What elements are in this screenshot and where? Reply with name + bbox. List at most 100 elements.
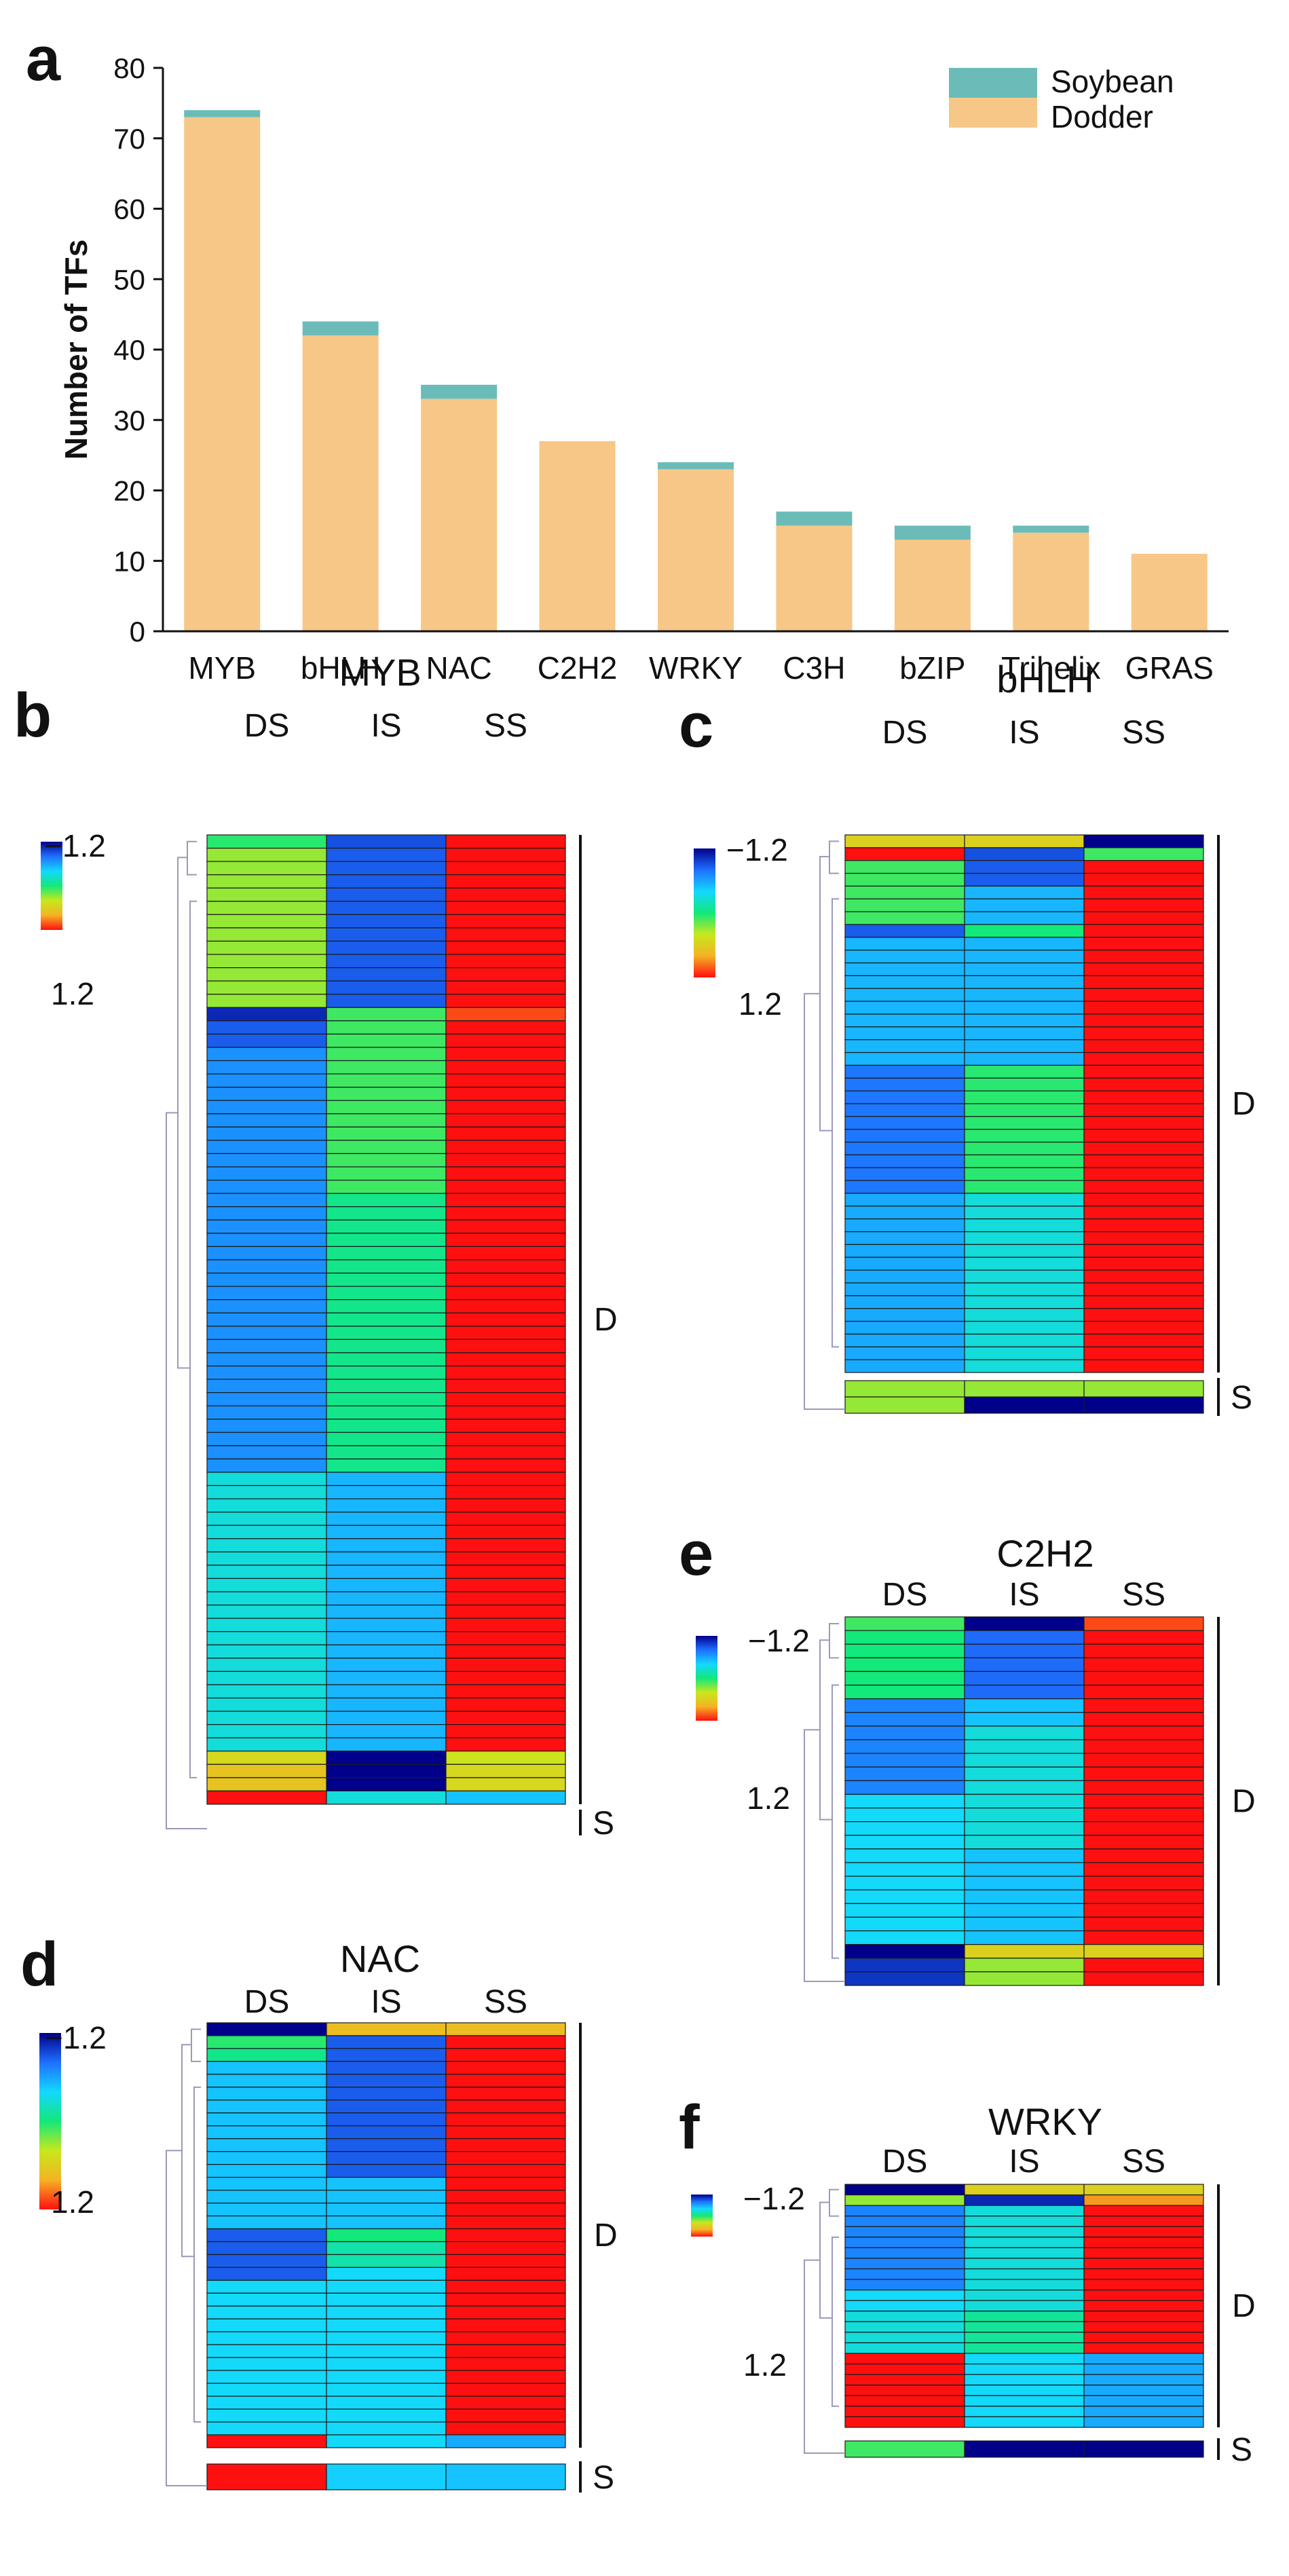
c-heatmap-cell [1083,1269,1204,1284]
d-heatmap-cell [326,2241,447,2256]
b-heatmap-cell [445,1737,566,1752]
a-x-tick-label-c3h: C3H [783,650,845,686]
d-heatmap-cell [206,2254,327,2269]
bar-dodder-wrky [658,469,734,631]
b-column-label-ss: SS [484,708,527,744]
c-heatmap-cell [844,885,965,899]
d-heatmap-cell [326,2408,447,2423]
e-heatmap-cell [964,1807,1085,1823]
d-heatmap-cell [326,2125,447,2140]
b-heatmap-cell [206,1751,327,1765]
c-heatmap-cell [1083,962,1204,977]
d-heatmap-cell [206,2061,327,2075]
b-heatmap-cell [206,1073,327,1088]
c-heatmap-cell [964,860,1085,874]
b-heatmap-cell [445,1020,566,1035]
b-heatmap-cell [206,1711,327,1725]
b-heatmap-cell [445,1432,566,1446]
b-heatmap-cell [326,1538,447,1552]
d-heatmap-cell [326,2357,447,2371]
c-heatmap-cell [844,1090,965,1104]
e-heatmap-cell [1083,1916,1204,1932]
d-column-label-ds: DS [244,1984,290,2020]
c-heatmap-cell [1083,1167,1204,1181]
d-heatmap-cell [326,2318,447,2332]
b-heatmap-cell [445,1206,566,1220]
b-heatmap-cell [445,1763,566,1778]
b-heatmap-cell [445,940,566,955]
e-heatmap-cell [844,1889,965,1904]
b-heatmap-cell [206,1405,327,1420]
f-heatmap-cell [964,2406,1085,2418]
b-heatmap-cell [326,1512,447,1526]
d-heatmap-cell [206,2087,327,2101]
b-heatmap-cell [206,1790,327,1805]
d-heatmap-cell [445,2357,566,2371]
b-heatmap-cell [326,1365,447,1380]
b-heatmap-cell [445,1299,566,1313]
d-heatmap-cell [445,2202,566,2217]
c-heatmap-cell [964,1039,1085,1053]
c-heatmap-cell [844,1141,965,1156]
d-heatmap-cell [326,2254,447,2269]
b-heatmap-cell [206,1763,327,1778]
d-heatmap-cell [326,2279,447,2294]
e-heatmap-cell [1083,1807,1204,1823]
c-heatmap-cell [964,1077,1085,1091]
c-heatmap-title: bHLH [996,658,1094,701]
e-heatmap-cell [964,1930,1085,1945]
c-heatmap-cell [964,1013,1085,1028]
b-heatmap-cell [206,901,327,915]
b-heatmap-cell [445,1485,566,1499]
b-heatmap-cell [445,1684,566,1699]
c-heatmap-cell [1083,860,1204,874]
legend-label-dodder: Dodder [1051,99,1153,134]
d-heatmap-cell [445,2266,566,2281]
b-heatmap-cell [326,1604,447,1619]
c-heatmap-cell [964,950,1085,964]
e-heatmap-cell [844,1916,965,1932]
legend-label-soybean: Soybean [1051,64,1174,99]
b-heatmap-cell [326,1233,447,1248]
c-color-scale-bar [694,848,715,977]
d-heatmap-cell [326,2164,447,2178]
d-heatmap-cell [445,2241,566,2256]
b-heatmap-cell [445,834,566,849]
c-column-label-is: IS [1009,715,1039,751]
e-column-label-is: IS [1009,1577,1039,1613]
b-heatmap-cell [206,1180,327,1194]
c-group-label-s: S [1231,1380,1252,1416]
b-heatmap-cell [326,1060,447,1075]
b-heatmap-cell [326,1219,447,1234]
b-heatmap-cell [445,1060,566,1075]
c-heatmap-cell [964,1001,1085,1015]
d-heatmap-cell [326,2421,447,2435]
b-heatmap-cell [326,1126,447,1141]
c-heatmap-cell [844,1064,965,1079]
b-heatmap-cell [326,1419,447,1433]
d-heatmap-cell [326,2112,447,2127]
f-heatmap-cell [844,2205,965,2217]
b-heatmap-cell [326,1724,447,1738]
b-heatmap-cell [326,861,447,876]
panel-a-letter: a [26,24,61,94]
b-heatmap-cell [445,1472,566,1487]
c-heatmap-cell [964,1206,1085,1220]
a-y-tick-label: 10 [113,545,145,577]
c-column-label-ds: DS [882,715,928,751]
b-heatmap-cell [445,1339,566,1354]
c-heatmap-cell [844,1129,965,1143]
b-heatmap-cell [206,1392,327,1406]
e-heatmap-cell [844,1848,965,1863]
e-dendro-branch [829,1623,839,1659]
d-heatmap-cell [445,2421,566,2435]
c-heatmap-cell [964,911,1085,925]
e-heatmap-cell [1083,1821,1204,1836]
c-heatmap-cell [1083,1218,1204,1233]
b-heatmap-cell [445,1419,566,1433]
d-heatmap-cell [445,2395,566,2410]
e-heatmap-cell [964,1712,1085,1727]
b-heatmap-cell [326,1578,447,1592]
f-heatmap-cell [1083,2268,1204,2280]
